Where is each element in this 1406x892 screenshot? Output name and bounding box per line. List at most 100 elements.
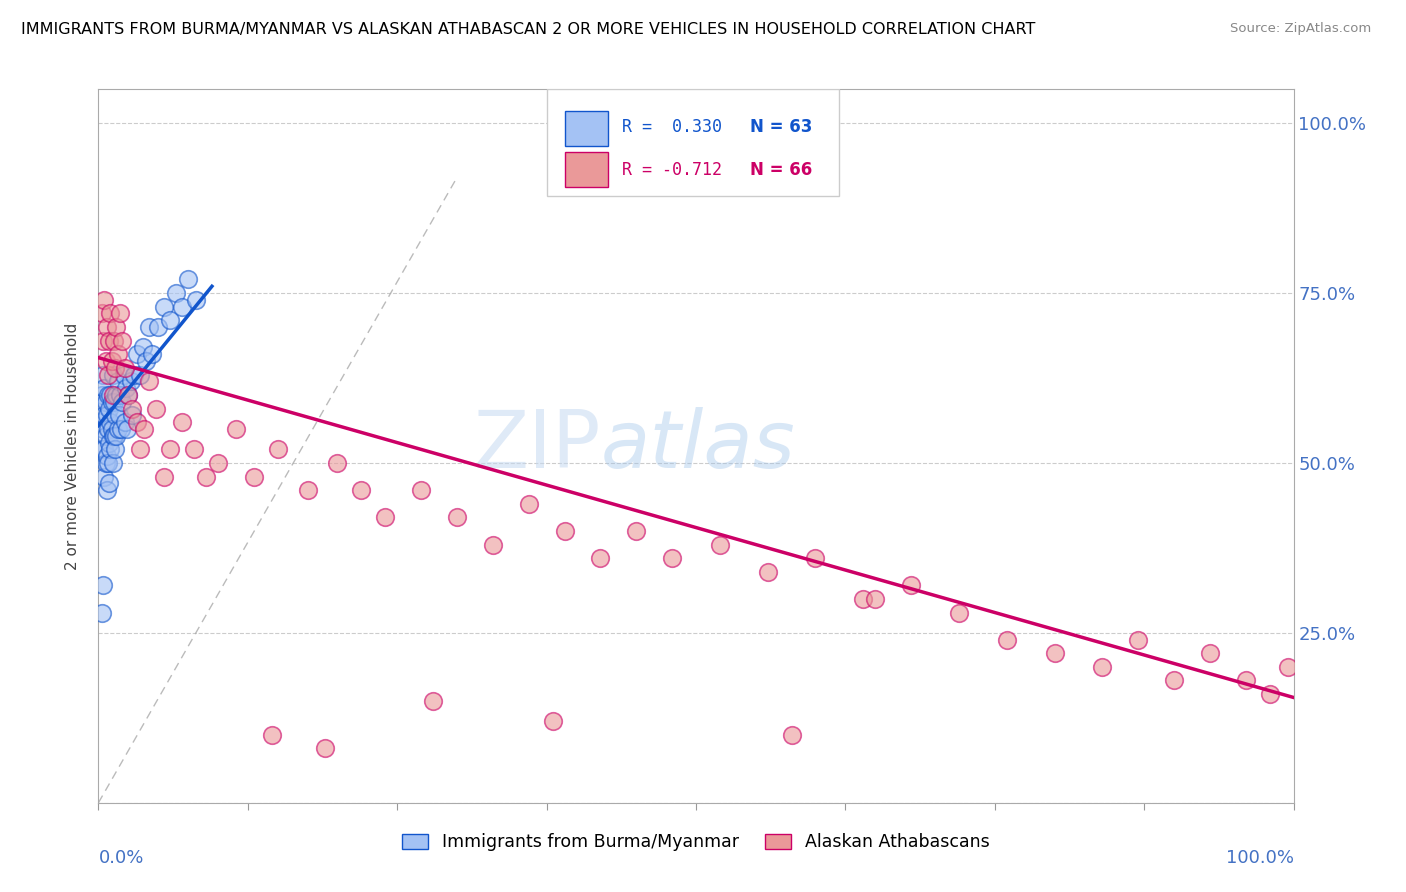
Point <box>104 360 127 375</box>
Point <box>94 456 117 470</box>
Point <box>96 449 118 463</box>
Point <box>115 422 138 436</box>
Point <box>124 368 146 382</box>
Point <box>91 388 114 402</box>
Point <box>101 368 124 382</box>
Text: R = -0.712: R = -0.712 <box>621 161 721 178</box>
Point <box>94 429 117 443</box>
Point <box>995 632 1018 647</box>
Point <box>91 334 114 348</box>
Point <box>98 306 122 320</box>
Text: N = 63: N = 63 <box>749 118 813 136</box>
Point <box>804 551 827 566</box>
Point <box>105 429 128 443</box>
Point <box>104 442 127 457</box>
Point <box>121 409 143 423</box>
Point <box>297 483 319 498</box>
Point <box>1277 660 1299 674</box>
Point <box>172 415 194 429</box>
Point <box>107 409 129 423</box>
Text: ZIP: ZIP <box>472 407 600 485</box>
Point <box>117 388 139 402</box>
Point <box>111 394 134 409</box>
Point <box>112 368 135 382</box>
Point <box>97 422 120 436</box>
Point <box>108 388 131 402</box>
Point <box>1128 632 1150 647</box>
Point <box>94 394 117 409</box>
Point <box>101 429 124 443</box>
Point <box>103 429 125 443</box>
Point <box>207 456 229 470</box>
Point <box>1258 687 1281 701</box>
Point <box>98 476 121 491</box>
Point <box>1199 646 1222 660</box>
Text: N = 66: N = 66 <box>749 161 813 178</box>
Point <box>177 272 200 286</box>
Point <box>108 306 131 320</box>
Point <box>107 375 129 389</box>
Point <box>98 435 121 450</box>
Point <box>94 354 117 368</box>
Point <box>103 334 125 348</box>
Point <box>225 422 247 436</box>
Point <box>129 442 152 457</box>
Point <box>481 537 505 551</box>
Point <box>131 341 153 355</box>
Point <box>98 442 122 457</box>
Point <box>114 360 136 375</box>
Point <box>709 537 731 551</box>
Point <box>114 415 136 429</box>
Point <box>96 320 118 334</box>
Point <box>900 578 922 592</box>
Text: IMMIGRANTS FROM BURMA/MYANMAR VS ALASKAN ATHABASCAN 2 OR MORE VEHICLES IN HOUSEH: IMMIGRANTS FROM BURMA/MYANMAR VS ALASKAN… <box>21 22 1035 37</box>
Point <box>91 422 114 436</box>
Point <box>554 524 576 538</box>
Point <box>243 469 266 483</box>
Point <box>91 442 114 457</box>
Point <box>326 456 349 470</box>
Point <box>267 442 290 457</box>
Y-axis label: 2 or more Vehicles in Household: 2 or more Vehicles in Household <box>65 322 80 570</box>
Point <box>153 300 176 314</box>
Text: atlas: atlas <box>600 407 796 485</box>
Point <box>626 524 648 538</box>
Point <box>101 388 124 402</box>
Point <box>1234 673 1257 688</box>
Point <box>138 375 160 389</box>
Point <box>93 293 115 307</box>
Point <box>91 606 114 620</box>
FancyBboxPatch shape <box>547 89 839 196</box>
Point <box>350 483 373 498</box>
Point <box>96 409 118 423</box>
Point <box>541 714 564 729</box>
Point <box>96 483 118 498</box>
Point <box>145 401 167 416</box>
Point <box>661 551 683 566</box>
Point <box>422 694 444 708</box>
Point <box>159 313 181 327</box>
Point <box>852 591 875 606</box>
Point <box>103 394 125 409</box>
Point <box>120 375 142 389</box>
Point <box>117 388 139 402</box>
Point <box>93 469 115 483</box>
Point <box>125 347 148 361</box>
Point <box>93 409 115 423</box>
Point <box>98 334 121 348</box>
Point <box>91 368 114 382</box>
Point <box>110 422 132 436</box>
Point <box>115 381 138 395</box>
Text: Source: ZipAtlas.com: Source: ZipAtlas.com <box>1230 22 1371 36</box>
Legend: Immigrants from Burma/Myanmar, Alaskan Athabascans: Immigrants from Burma/Myanmar, Alaskan A… <box>395 827 997 858</box>
Point <box>148 320 170 334</box>
Point <box>260 728 283 742</box>
Point <box>111 334 134 348</box>
Point <box>315 741 337 756</box>
Point <box>121 401 143 416</box>
Point <box>374 510 396 524</box>
Text: R =  0.330: R = 0.330 <box>621 118 721 136</box>
Point <box>589 551 612 566</box>
Point <box>135 354 157 368</box>
Point <box>141 347 163 361</box>
